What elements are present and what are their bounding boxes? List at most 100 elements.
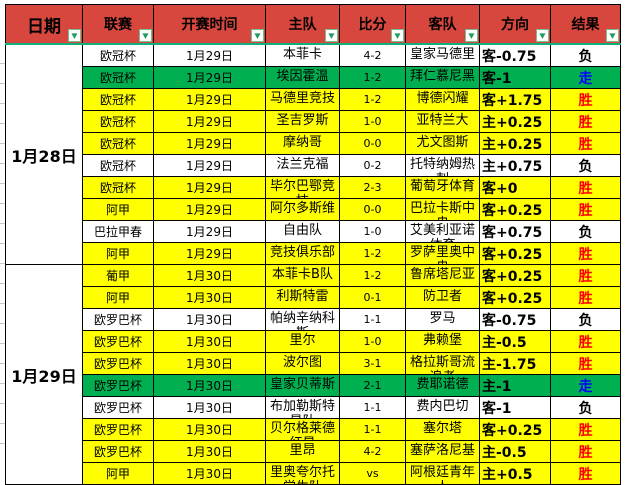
filter-dropdown-button[interactable]: ▼: [391, 29, 404, 42]
cell-away-team[interactable]: 塞萨洛尼基: [405, 440, 480, 463]
cell-league[interactable]: 欧冠杯: [82, 43, 154, 67]
cell-score[interactable]: 1-1: [339, 308, 406, 331]
cell-result[interactable]: 走: [550, 374, 621, 397]
cell-score[interactable]: 1-2: [339, 242, 406, 265]
cell-kickoff-time[interactable]: 1月30日: [153, 330, 266, 353]
cell-away-team[interactable]: 托特纳姆热刺: [405, 154, 480, 177]
cell-kickoff-time[interactable]: 1月30日: [153, 374, 266, 397]
cell-away-team[interactable]: 艾美利亚诺体育: [405, 220, 480, 243]
cell-direction[interactable]: 主+0.75: [479, 154, 551, 177]
cell-kickoff-time[interactable]: 1月29日: [153, 66, 266, 89]
cell-direction[interactable]: 客+0.75: [479, 220, 551, 243]
cell-score[interactable]: 4-2: [339, 43, 406, 67]
cell-league[interactable]: 欧罗巴杯: [82, 352, 154, 375]
cell-home-team[interactable]: 埃因霍温: [265, 66, 340, 89]
cell-direction[interactable]: 主+0.5: [479, 462, 551, 485]
cell-score[interactable]: 1-1: [339, 418, 406, 441]
filter-dropdown-button[interactable]: ▼: [68, 29, 81, 42]
cell-away-team[interactable]: 亚特兰大: [405, 110, 480, 133]
cell-league[interactable]: 欧罗巴杯: [82, 308, 154, 331]
filter-dropdown-button[interactable]: ▼: [251, 29, 264, 42]
cell-away-team[interactable]: 阿根廷青年人: [405, 462, 480, 485]
cell-league[interactable]: 欧冠杯: [82, 154, 154, 177]
cell-result[interactable]: 胜: [550, 418, 621, 441]
cell-away-team[interactable]: 塞尔塔: [405, 418, 480, 441]
cell-league[interactable]: 欧罗巴杯: [82, 418, 154, 441]
cell-direction[interactable]: 客-0.75: [479, 308, 551, 331]
cell-direction[interactable]: 主-0.5: [479, 440, 551, 463]
cell-direction[interactable]: 客+0.25: [479, 418, 551, 441]
cell-direction[interactable]: 主+0.25: [479, 110, 551, 133]
cell-score[interactable]: 1-2: [339, 264, 406, 287]
cell-home-team[interactable]: 本菲卡: [265, 43, 340, 67]
cell-direction[interactable]: 主-0.5: [479, 330, 551, 353]
cell-result[interactable]: 胜: [550, 132, 621, 155]
cell-league[interactable]: 欧冠杯: [82, 66, 154, 89]
cell-away-team[interactable]: 罗马: [405, 308, 480, 331]
cell-home-team[interactable]: 圣吉罗斯: [265, 110, 340, 133]
filter-dropdown-button[interactable]: ▼: [325, 29, 338, 42]
cell-league[interactable]: 阿甲: [82, 462, 154, 485]
cell-result[interactable]: 胜: [550, 264, 621, 287]
cell-league[interactable]: 欧罗巴杯: [82, 440, 154, 463]
cell-score[interactable]: 1-2: [339, 88, 406, 111]
cell-result[interactable]: 胜: [550, 462, 621, 485]
cell-home-team[interactable]: 里奥夸尔托学生队: [265, 462, 340, 485]
cell-away-team[interactable]: 弗赖堡: [405, 330, 480, 353]
cell-score[interactable]: 2-1: [339, 374, 406, 397]
cell-league[interactable]: 欧罗巴杯: [82, 330, 154, 353]
cell-score[interactable]: 1-2: [339, 66, 406, 89]
cell-direction[interactable]: 客-0.75: [479, 43, 551, 67]
cell-result[interactable]: 胜: [550, 198, 621, 221]
cell-direction[interactable]: 主-1.75: [479, 352, 551, 375]
cell-home-team[interactable]: 阿尔多斯维: [265, 198, 340, 221]
cell-kickoff-time[interactable]: 1月30日: [153, 418, 266, 441]
filter-dropdown-button[interactable]: ▼: [139, 29, 152, 42]
cell-home-team[interactable]: 法兰克福: [265, 154, 340, 177]
cell-direction[interactable]: 客-1: [479, 66, 551, 89]
cell-score[interactable]: 1-0: [339, 220, 406, 243]
cell-home-team[interactable]: 里昂: [265, 440, 340, 463]
cell-kickoff-time[interactable]: 1月30日: [153, 352, 266, 375]
cell-kickoff-time[interactable]: 1月29日: [153, 154, 266, 177]
cell-away-team[interactable]: 费耶诺德: [405, 374, 480, 397]
cell-home-team[interactable]: 毕尔巴鄂竞技: [265, 176, 340, 199]
cell-league[interactable]: 欧罗巴杯: [82, 374, 154, 397]
cell-score[interactable]: 0-0: [339, 132, 406, 155]
cell-score[interactable]: 1-0: [339, 330, 406, 353]
cell-home-team[interactable]: 布加勒斯特星队: [265, 396, 340, 419]
cell-home-team[interactable]: 贝尔格莱德红星: [265, 418, 340, 441]
cell-result[interactable]: 负: [550, 308, 621, 331]
cell-kickoff-time[interactable]: 1月29日: [153, 220, 266, 243]
cell-kickoff-time[interactable]: 1月30日: [153, 440, 266, 463]
cell-kickoff-time[interactable]: 1月29日: [153, 88, 266, 111]
cell-league[interactable]: 巴拉甲春: [82, 220, 154, 243]
cell-kickoff-time[interactable]: 1月29日: [153, 198, 266, 221]
cell-result[interactable]: 胜: [550, 176, 621, 199]
cell-score[interactable]: 1-0: [339, 110, 406, 133]
date-group-cell[interactable]: 1月29日: [5, 264, 83, 485]
cell-home-team[interactable]: 本菲卡B队: [265, 264, 340, 287]
cell-home-team[interactable]: 里尔: [265, 330, 340, 353]
cell-league[interactable]: 阿甲: [82, 198, 154, 221]
cell-kickoff-time[interactable]: 1月30日: [153, 264, 266, 287]
cell-league[interactable]: 欧罗巴杯: [82, 396, 154, 419]
cell-score[interactable]: 1-1: [339, 396, 406, 419]
cell-home-team[interactable]: 竞技俱乐部: [265, 242, 340, 265]
cell-home-team[interactable]: 利斯特雷: [265, 286, 340, 309]
cell-league[interactable]: 欧冠杯: [82, 176, 154, 199]
cell-direction[interactable]: 客-1: [479, 396, 551, 419]
cell-direction[interactable]: 主-1: [479, 374, 551, 397]
cell-away-team[interactable]: 格拉斯哥流浪者: [405, 352, 480, 375]
cell-score[interactable]: 0-2: [339, 154, 406, 177]
cell-home-team[interactable]: 波尔图: [265, 352, 340, 375]
cell-score[interactable]: vs: [339, 462, 406, 485]
cell-home-team[interactable]: 帕纳辛纳科斯: [265, 308, 340, 331]
cell-score[interactable]: 0-1: [339, 286, 406, 309]
cell-league[interactable]: 欧冠杯: [82, 88, 154, 111]
cell-direction[interactable]: 客+1.75: [479, 88, 551, 111]
cell-result[interactable]: 负: [550, 220, 621, 243]
date-group-cell[interactable]: 1月28日: [5, 43, 83, 265]
cell-kickoff-time[interactable]: 1月29日: [153, 110, 266, 133]
cell-away-team[interactable]: 鲁席塔尼亚: [405, 264, 480, 287]
